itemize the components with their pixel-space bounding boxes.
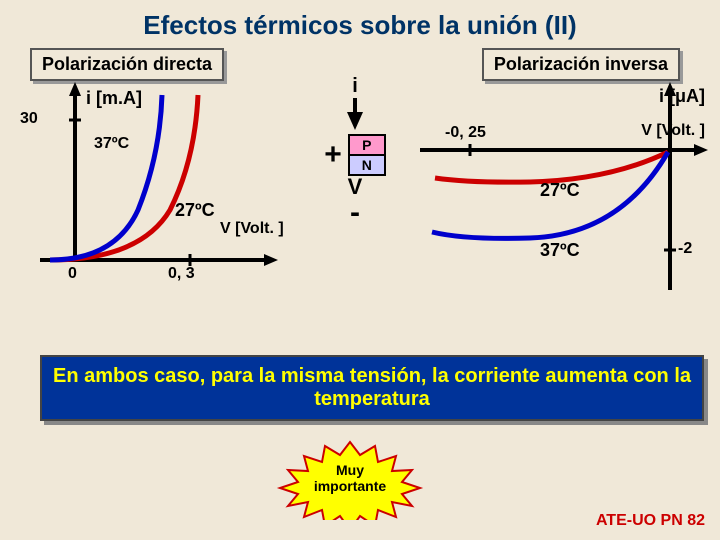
left-heading: Polarización directa [30, 48, 224, 81]
left-zero: 0 [68, 265, 77, 283]
starburst-line2: importante [270, 478, 430, 494]
i-label: i [315, 75, 395, 98]
reverse-graph: i [μA] V [Volt. ] -0, 25 27ºC 37ºC -2 [410, 80, 710, 300]
right-curve-27: 27ºC [540, 180, 580, 201]
right-heading: Polarización inversa [482, 48, 680, 81]
plus-label: + [324, 138, 342, 172]
n-cell: N [348, 156, 386, 176]
right-xlabel: V [Volt. ] [641, 122, 705, 140]
left-xlabel: V [Volt. ] [220, 220, 284, 238]
right-ylabel: i [μA] [659, 86, 705, 107]
starburst-line1: Muy [270, 462, 430, 478]
left-curve-27: 27ºC [175, 200, 215, 221]
footer-label: ATE-UO PN 82 [596, 512, 705, 530]
left-ylabel: i [m.A] [86, 88, 142, 109]
p-cell: P [348, 134, 386, 156]
page-title: Efectos térmicos sobre la unión (II) [0, 0, 720, 46]
forward-graph: 30 i [m.A] 37ºC 27ºC V [Volt. ] 0 0, 3 [20, 80, 290, 300]
arrow-down-icon [347, 112, 363, 130]
right-curve-37: 37ºC [540, 240, 580, 261]
conclusion-box: En ambos caso, para la misma tensión, la… [40, 355, 704, 421]
starburst-badge: Muy importante [270, 440, 430, 520]
left-curve-37: 37ºC [94, 135, 129, 153]
left-xtick: 0, 3 [168, 265, 195, 283]
minus-label: - [315, 196, 395, 230]
left-ytick: 30 [20, 110, 38, 128]
right-xtick: -0, 25 [445, 124, 486, 142]
right-ynegtick: -2 [678, 240, 692, 258]
diode-block: i + P N V - [315, 75, 395, 225]
